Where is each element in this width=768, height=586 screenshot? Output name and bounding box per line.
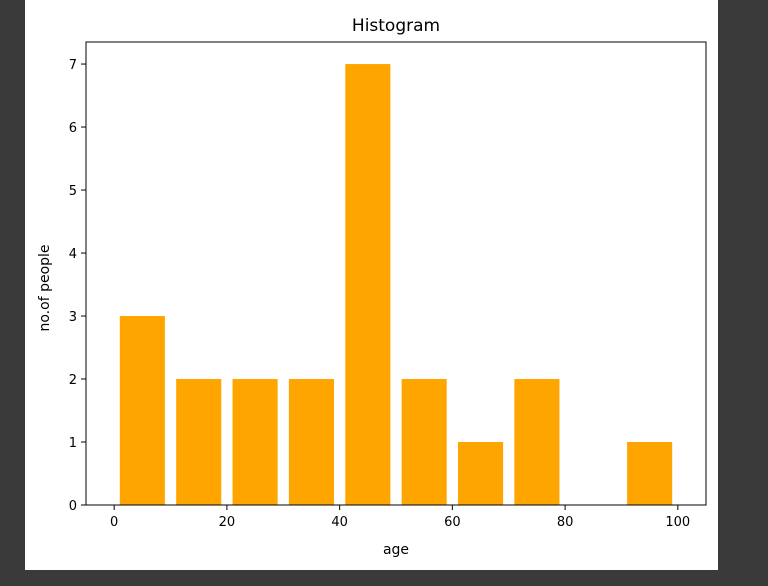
bar-0-10 bbox=[119, 316, 165, 505]
y-tick-label: 4 bbox=[69, 247, 77, 262]
y-tick-label: 6 bbox=[69, 121, 77, 136]
x-axis-label: age bbox=[383, 542, 409, 558]
bar-40-50 bbox=[345, 64, 391, 506]
x-axis: 0 20 40 60 80 100 bbox=[110, 505, 690, 530]
bar-10-20 bbox=[176, 379, 222, 505]
bar-90-100 bbox=[627, 442, 673, 505]
x-tick-label: 100 bbox=[665, 515, 690, 530]
x-tick-label: 60 bbox=[444, 515, 461, 530]
bar-30-40 bbox=[288, 379, 334, 505]
y-tick-label: 5 bbox=[69, 184, 77, 199]
x-tick-label: 20 bbox=[219, 515, 236, 530]
y-axis-label: no.of people bbox=[37, 244, 53, 331]
x-tick-label: 80 bbox=[557, 515, 574, 530]
bar-70-80 bbox=[514, 379, 560, 505]
plot-area-frame bbox=[85, 41, 707, 506]
y-tick-label: 2 bbox=[69, 373, 77, 388]
x-tick-label: 40 bbox=[331, 515, 348, 530]
chart-title: Histogram bbox=[352, 16, 440, 36]
y-tick-label: 7 bbox=[69, 58, 77, 73]
y-tick-label: 3 bbox=[69, 310, 77, 325]
x-tick-label: 0 bbox=[110, 515, 118, 530]
bar-50-60 bbox=[401, 379, 447, 505]
bar-20-30 bbox=[232, 379, 278, 505]
y-tick-label: 0 bbox=[69, 499, 77, 514]
bars-group bbox=[119, 64, 673, 506]
histogram-chart: Histogram 0 20 40 60 80 100 0 1 2 3 4 5 6 7 age no.o… bbox=[37, 16, 707, 558]
y-axis: 0 1 2 3 4 5 6 7 bbox=[69, 58, 86, 514]
y-tick-label: 1 bbox=[69, 436, 77, 451]
chart-figure: Histogram 0 20 40 60 80 100 0 1 2 3 4 5 6 7 age no.o… bbox=[25, 0, 718, 570]
bar-60-70 bbox=[458, 442, 504, 505]
